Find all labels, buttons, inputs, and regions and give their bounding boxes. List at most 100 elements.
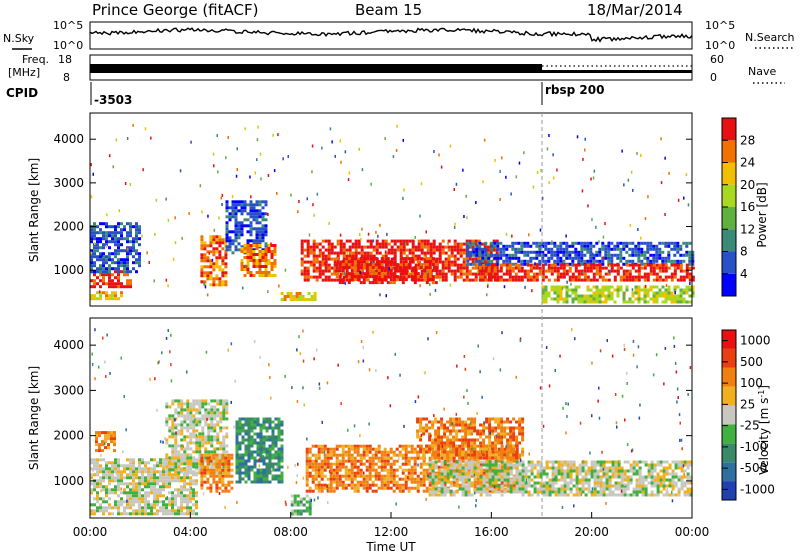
heat-cell <box>207 414 211 418</box>
heat-cell <box>396 248 400 252</box>
heat-cell <box>338 477 342 481</box>
heat-cell <box>369 260 373 264</box>
heat-cell <box>165 456 169 460</box>
heat-cell <box>386 459 390 463</box>
heat-cell <box>177 479 180 483</box>
heat-cell <box>99 458 102 462</box>
heat-cell <box>312 251 316 255</box>
heat-cell <box>505 253 509 257</box>
heat-cell <box>123 228 126 232</box>
heat-cell <box>174 473 177 477</box>
heat-cell <box>117 258 120 262</box>
heat-cell <box>622 300 626 304</box>
heat-cell <box>619 266 623 270</box>
heat-cell <box>688 241 692 245</box>
heat-cell <box>685 272 689 276</box>
heat-cell <box>625 275 629 279</box>
heat-cell <box>428 260 432 264</box>
heat-cell <box>108 231 111 235</box>
heat-cell <box>547 291 551 295</box>
heat-cell <box>610 297 614 301</box>
heat-cell <box>476 444 480 448</box>
heat-cell <box>186 488 189 492</box>
heat-cell <box>305 483 309 487</box>
heat-cell <box>688 262 692 266</box>
heat-cell <box>685 244 689 248</box>
heat-cell <box>652 294 656 298</box>
heat-cell <box>123 488 126 492</box>
heat-cell <box>474 263 478 267</box>
heat-cell <box>425 263 429 267</box>
heat-cell <box>408 251 412 255</box>
heat-cell <box>102 488 105 492</box>
heat-cell <box>607 294 611 298</box>
heat-cell <box>405 254 409 258</box>
heat-cell <box>102 267 105 271</box>
heat-cell <box>273 250 277 253</box>
heat-cell <box>616 266 620 270</box>
heat-cell <box>556 256 560 260</box>
heat-cell <box>96 482 99 486</box>
heat-cell <box>362 450 366 454</box>
heat-cell <box>685 288 689 292</box>
heat-cell <box>305 474 309 478</box>
heat-cell <box>474 266 478 270</box>
heat-cell <box>589 269 593 273</box>
heat-cell <box>438 275 442 279</box>
heat-cell <box>198 468 202 472</box>
heat-cell <box>252 209 256 213</box>
heat-cell <box>238 477 242 481</box>
heat-speck <box>249 175 251 179</box>
heat-cell <box>479 480 483 484</box>
heat-cell <box>192 482 195 486</box>
heat-cell <box>422 432 426 436</box>
heat-cell <box>324 263 328 267</box>
heat-speck <box>664 156 666 160</box>
heat-cell <box>228 236 232 240</box>
heat-cell <box>416 450 420 454</box>
heat-cell <box>321 269 325 273</box>
heat-cell <box>90 237 93 241</box>
heat-cell <box>253 477 257 481</box>
heat-cell <box>431 281 435 285</box>
heat-cell <box>356 471 360 475</box>
heat-cell <box>488 447 492 451</box>
heat-cell <box>105 258 108 262</box>
heat-cell <box>168 479 171 483</box>
heat-cell <box>277 429 281 433</box>
heat-cell <box>262 417 266 421</box>
heat-cell <box>356 450 360 454</box>
heat-cell <box>219 453 223 457</box>
heat-cell <box>168 471 172 475</box>
heat-cell <box>416 272 420 276</box>
heat-cell <box>111 473 114 477</box>
heat-cell <box>503 483 507 487</box>
heat-cell <box>571 256 575 260</box>
heat-cell <box>246 256 250 259</box>
heat-cell <box>138 252 141 256</box>
heat-cell <box>123 506 126 510</box>
heat-cell <box>171 458 174 462</box>
heat-cell <box>553 278 557 282</box>
heat-cell <box>177 399 181 403</box>
heat-cell <box>619 288 623 292</box>
heat-cell <box>225 450 229 454</box>
heat-cell <box>432 266 436 270</box>
heat-speck <box>154 232 156 236</box>
heat-cell <box>235 480 239 484</box>
heat-speck <box>660 137 662 141</box>
heat-cell <box>209 459 213 463</box>
heat-cell <box>425 462 429 466</box>
heat-cell <box>568 266 572 270</box>
heat-cell <box>312 269 316 273</box>
heat-cell <box>404 257 408 261</box>
heat-cell <box>165 420 169 424</box>
heat-cell <box>446 480 450 484</box>
heat-cell <box>486 245 490 249</box>
heat-cell <box>384 257 388 261</box>
heat-cell <box>461 447 465 451</box>
station-title: Prince George (fitACF) <box>92 1 258 19</box>
heat-cell <box>244 444 248 448</box>
heat-cell <box>234 215 238 219</box>
heat-cell <box>341 462 345 466</box>
